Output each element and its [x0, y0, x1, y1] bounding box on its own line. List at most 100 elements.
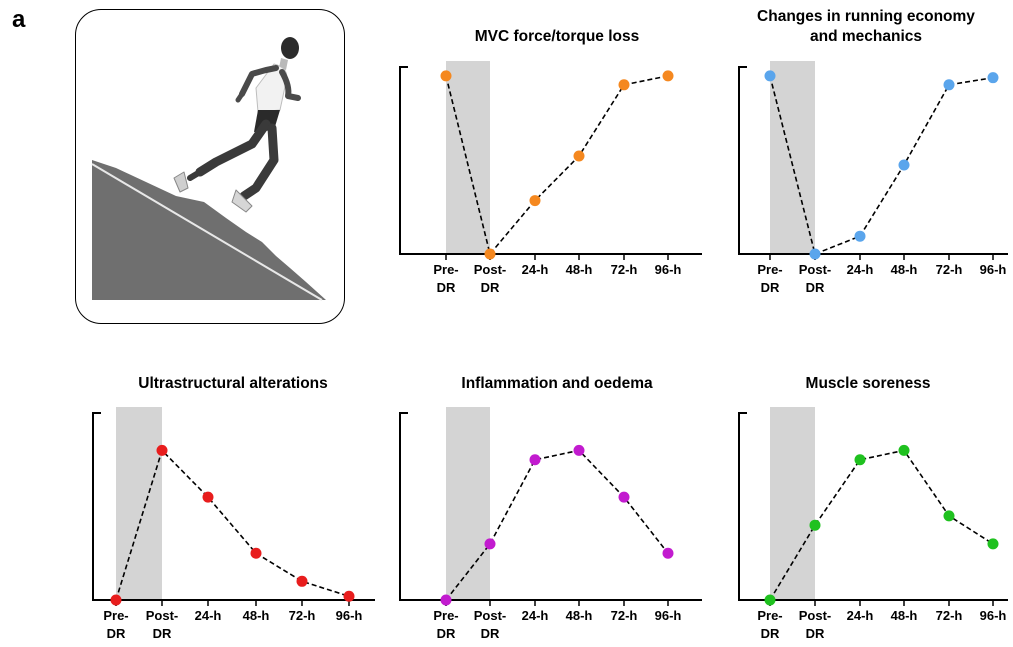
x-tick-label: 96-h	[655, 608, 682, 623]
x-tick-label: DR	[107, 626, 126, 641]
data-point	[343, 590, 355, 602]
x-tick-label: 72-h	[611, 608, 638, 623]
data-point	[987, 538, 999, 550]
downhill-slope	[92, 160, 326, 300]
data-point	[854, 454, 866, 466]
chart-title: Ultrastructural alterations	[138, 375, 328, 392]
x-tick-label: 48-h	[891, 262, 918, 277]
data-point	[156, 444, 168, 456]
series-line	[769, 75, 994, 256]
x-tick-label: DR	[481, 626, 500, 641]
data-point	[296, 575, 308, 587]
data-point	[987, 72, 999, 84]
x-tick-label: 72-h	[936, 608, 963, 623]
x-tick-label: DR	[437, 280, 456, 295]
x-tick-label: Post-	[799, 608, 832, 623]
data-point	[662, 547, 674, 559]
shaded-region	[446, 407, 490, 600]
x-tick-label: 24-h	[847, 262, 874, 277]
x-tick-label: DR	[437, 626, 456, 641]
data-point	[854, 230, 866, 242]
x-tick-label: DR	[806, 280, 825, 295]
data-point	[484, 248, 496, 260]
data-point	[202, 491, 214, 503]
x-tick-label: Post-	[799, 262, 832, 277]
x-tick-label: 72-h	[611, 262, 638, 277]
axis-lines	[92, 412, 375, 601]
data-point	[764, 594, 776, 606]
x-tick-label: Pre-	[433, 262, 458, 277]
data-point	[110, 594, 122, 606]
x-tick-label: DR	[761, 626, 780, 641]
data-point	[573, 150, 585, 162]
chart-title: Changes in running economy	[757, 8, 975, 25]
runner-icon	[173, 37, 301, 213]
x-tick-label: DR	[806, 626, 825, 641]
data-point	[250, 547, 262, 559]
data-point	[618, 79, 630, 91]
x-tick-label: 96-h	[336, 608, 363, 623]
x-tick-label: 24-h	[522, 608, 549, 623]
data-point	[573, 444, 585, 456]
data-point	[764, 70, 776, 82]
x-tick-label: Pre-	[757, 608, 782, 623]
x-tick-label: 48-h	[566, 608, 593, 623]
chart-3: Pre- DR Post- DR 24-h 48-h 72-h 96-h Ultrastruct…	[92, 375, 375, 641]
x-tick-label: 24-h	[847, 608, 874, 623]
shaded-region	[116, 407, 162, 600]
data-point	[898, 444, 910, 456]
x-tick-label: DR	[153, 626, 172, 641]
x-tick-label: Pre-	[433, 608, 458, 623]
x-tick-label: 96-h	[980, 608, 1007, 623]
x-tick-label: 48-h	[891, 608, 918, 623]
x-tick-label: DR	[481, 280, 500, 295]
shaded-region	[770, 61, 815, 254]
data-point	[529, 195, 541, 207]
x-tick-label: DR	[761, 280, 780, 295]
data-point	[809, 519, 821, 531]
panel-label: a	[12, 6, 26, 33]
downhill-runner-illustration	[91, 37, 326, 301]
x-tick-label: 48-h	[566, 262, 593, 277]
x-tick-label: 96-h	[655, 262, 682, 277]
chart-2: Pre- DR Post- DR 24-h 48-h 72-h 96-h Changes in …	[738, 8, 1008, 295]
data-point	[484, 538, 496, 550]
data-point	[943, 510, 955, 522]
chart-4: Pre- DR Post- DR 24-h 48-h 72-h 96-h Inflammatio…	[399, 375, 702, 641]
slope-highlight-line	[91, 163, 323, 301]
runner-illustration-frame	[75, 9, 345, 324]
x-tick-label: 96-h	[980, 262, 1007, 277]
x-tick-label: Pre-	[103, 608, 128, 623]
series-line	[445, 75, 669, 256]
series-line	[769, 449, 994, 601]
series-line	[115, 448, 350, 601]
x-tick-label: Pre-	[757, 262, 782, 277]
data-point	[943, 79, 955, 91]
axis-lines	[399, 412, 702, 601]
x-tick-label: 72-h	[936, 262, 963, 277]
chart-1: Pre- DR Post- DR 24-h 48-h 72-h 96-h MVC force/t…	[399, 28, 702, 295]
shaded-region	[770, 407, 815, 600]
chart-title: Inflammation and oedema	[461, 375, 653, 392]
chart-title: MVC force/torque loss	[475, 28, 640, 45]
data-point	[529, 454, 541, 466]
data-point	[618, 491, 630, 503]
data-point	[440, 70, 452, 82]
x-tick-label: 72-h	[289, 608, 316, 623]
x-tick-label: Post-	[474, 262, 507, 277]
axis-lines	[399, 66, 702, 255]
chart-5: Pre- DR Post- DR 24-h 48-h 72-h 96-h Muscle sore…	[738, 375, 1008, 641]
data-point	[662, 70, 674, 82]
axis-lines	[738, 412, 1008, 601]
series-line	[445, 449, 669, 601]
chart-title: Muscle soreness	[806, 375, 931, 392]
x-tick-label: Post-	[146, 608, 179, 623]
data-point	[440, 594, 452, 606]
x-tick-label: Post-	[474, 608, 507, 623]
x-tick-label: 24-h	[195, 608, 222, 623]
x-tick-label: 24-h	[522, 262, 549, 277]
chart-title: and mechanics	[810, 28, 922, 45]
axis-lines	[738, 66, 1008, 255]
data-point	[898, 159, 910, 171]
